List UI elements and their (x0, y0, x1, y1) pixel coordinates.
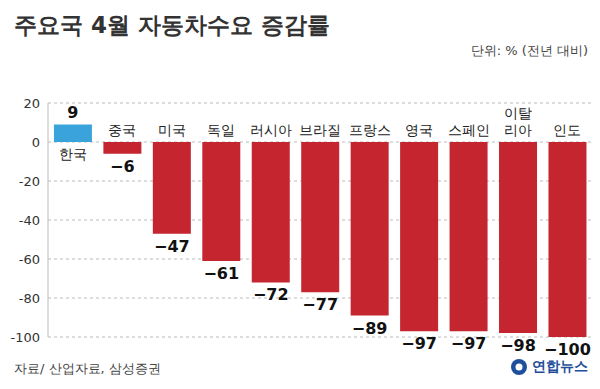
svg-text:-40: -40 (19, 213, 40, 228)
svg-text:−100: −100 (544, 340, 591, 359)
svg-text:-20: -20 (19, 174, 40, 189)
svg-text:−72: −72 (253, 285, 289, 304)
svg-text:-80: -80 (19, 291, 40, 306)
html-text:자료/ 산업자료, 삼성증권: 자료/ 산업자료, 삼성증권 (14, 361, 161, 376)
svg-text:프랑스: 프랑스 (349, 122, 391, 138)
html-text:주요국 4월 자동차수요 증감률: 주요국 4월 자동차수요 증감률 (14, 12, 330, 38)
svg-text:인도: 인도 (553, 122, 581, 138)
svg-text:중국: 중국 (108, 122, 136, 138)
svg-text:9: 9 (67, 103, 78, 122)
svg-text:미국: 미국 (158, 122, 186, 138)
svg-text:−97: −97 (401, 334, 437, 353)
svg-text:영국: 영국 (405, 122, 433, 138)
svg-text:0: 0 (32, 135, 40, 150)
svg-text:−98: −98 (500, 336, 536, 355)
html-text:연합뉴스: 연합뉴스 (532, 358, 588, 374)
svg-text:-100: -100 (10, 330, 40, 345)
svg-text:-60: -60 (19, 252, 40, 267)
svg-text:한국: 한국 (59, 146, 87, 162)
html-text:단위: % (전년 대비): 단위: % (전년 대비) (470, 43, 588, 58)
svg-text:−6: −6 (110, 157, 135, 176)
svg-text:이탈리아: 이탈리아 (504, 105, 532, 138)
svg-text:러시아: 러시아 (250, 122, 292, 138)
svg-text:독일: 독일 (207, 122, 235, 138)
svg-text:브라질: 브라질 (299, 122, 341, 138)
svg-text:−47: −47 (154, 237, 190, 256)
svg-text:20: 20 (23, 96, 40, 111)
svg-text:−77: −77 (302, 295, 338, 314)
svg-text:−89: −89 (352, 319, 388, 338)
svg-text:−97: −97 (451, 334, 487, 353)
svg-text:−61: −61 (203, 264, 239, 283)
svg-text:스페인: 스페인 (448, 122, 490, 138)
